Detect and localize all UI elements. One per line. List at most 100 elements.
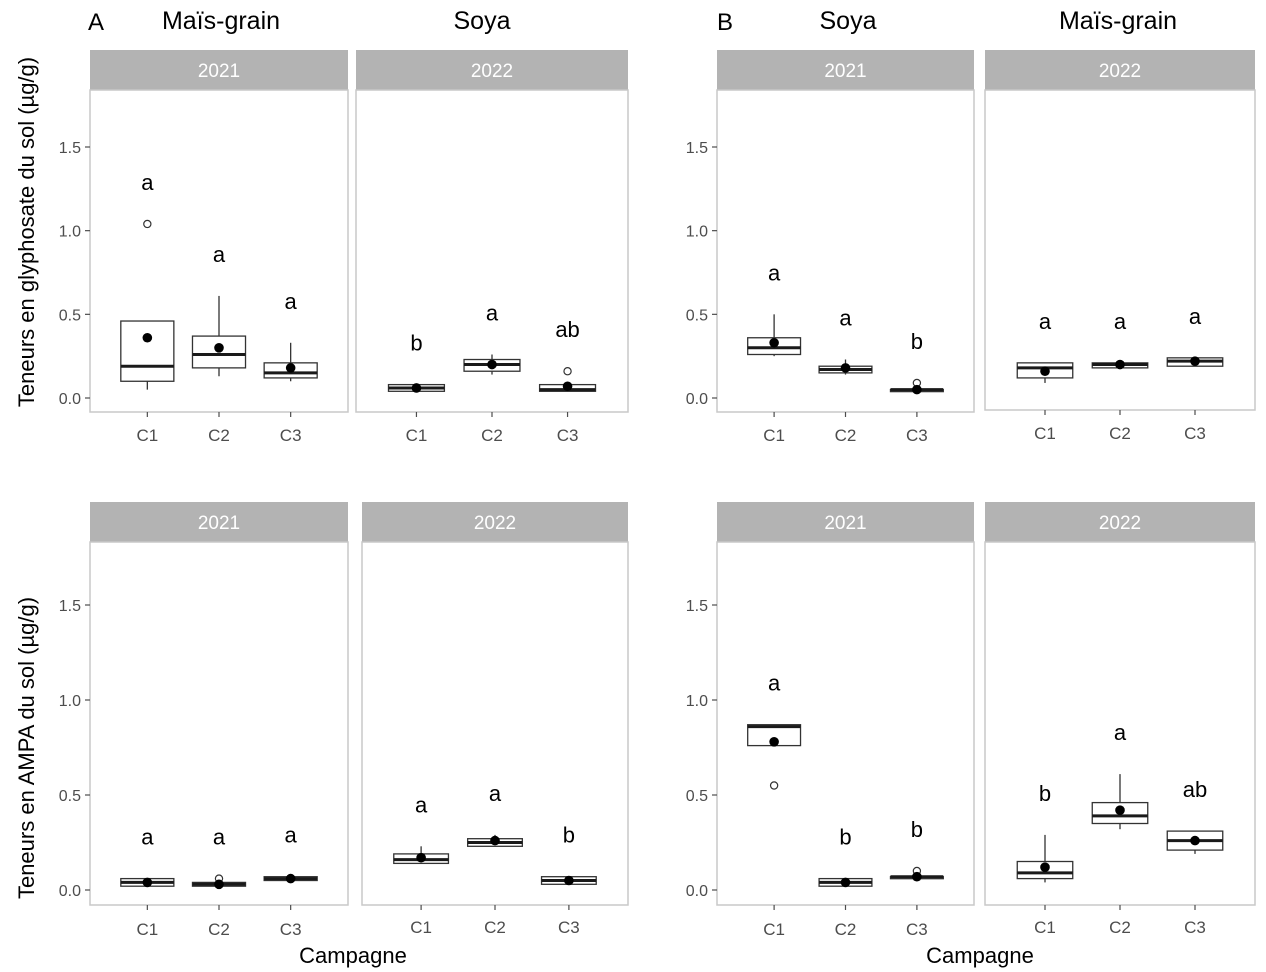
box <box>121 321 174 381</box>
x-tick-label: C1 <box>763 920 785 939</box>
y-tick-label: 0.5 <box>686 788 708 805</box>
y-tick-label: 0.0 <box>686 883 708 900</box>
significance-label: b <box>410 331 422 356</box>
mean-point <box>1190 836 1200 846</box>
significance-label: ab <box>555 317 579 342</box>
significance-label: a <box>1189 304 1202 329</box>
crop-label-b-left: Soya <box>820 7 877 35</box>
mean-point <box>487 360 497 370</box>
y-axis-title-glyphosate: Teneurs en glyphosate du sol (µg/g) <box>14 57 39 407</box>
mean-point <box>912 872 922 882</box>
x-tick-label: C3 <box>558 918 580 937</box>
crop-label-a-left: Maïs-grain <box>162 7 280 35</box>
y-tick-label: 0.5 <box>59 307 81 324</box>
significance-label: ab <box>1183 777 1207 802</box>
facet-B-AMPA-2021: 2021 0.0 0.5 1.0 1.5 C1 a C2 b C3 b <box>686 502 974 939</box>
y-tick-label: 1.0 <box>59 224 81 241</box>
mean-point <box>286 874 296 884</box>
mean-point <box>143 878 153 888</box>
x-tick-label: C1 <box>1034 918 1056 937</box>
significance-label: a <box>415 792 428 817</box>
mean-point <box>214 343 224 353</box>
x-tick-label: C2 <box>208 426 230 445</box>
mean-point <box>564 876 574 886</box>
mean-point <box>214 880 224 890</box>
significance-label: a <box>141 170 154 195</box>
significance-label: a <box>1114 309 1127 334</box>
significance-label: a <box>213 825 226 850</box>
x-tick-label: C3 <box>280 920 302 939</box>
y-tick-label: 1.0 <box>686 224 708 241</box>
mean-point <box>1040 366 1050 376</box>
crop-label-a-right: Soya <box>454 7 511 35</box>
significance-label: a <box>768 260 781 285</box>
y-tick-label: 1.5 <box>59 598 81 615</box>
mean-point <box>412 383 422 393</box>
outlier-point <box>144 220 151 227</box>
x-tick-label: C3 <box>1184 424 1206 443</box>
mean-point <box>1115 805 1125 815</box>
panel-frame <box>362 542 628 905</box>
outlier-point <box>771 782 778 789</box>
x-tick-label: C3 <box>557 426 579 445</box>
mean-point <box>769 338 779 348</box>
x-tick-label: C2 <box>835 426 857 445</box>
mean-point <box>912 385 922 395</box>
facet-panels: 20210.00.51.01.5C1aC2aC3a2022C1bC2aC3ab2… <box>59 50 1255 939</box>
significance-label: a <box>1114 720 1127 745</box>
y-tick-label: 0.0 <box>686 391 708 408</box>
mean-point <box>1040 862 1050 872</box>
facet-A-AMPA-2021: 2021 0.0 0.5 1.0 1.5 C1 a C2 a C3 a <box>59 502 348 939</box>
significance-label: b <box>911 817 923 842</box>
x-tick-label: C3 <box>906 920 928 939</box>
x-tick-label: C3 <box>280 426 302 445</box>
facet-strip-label: 2021 <box>198 61 240 82</box>
y-tick-label: 0.5 <box>59 788 81 805</box>
significance-label: a <box>1039 309 1052 334</box>
facet-strip-label: 2022 <box>471 61 513 82</box>
significance-label: b <box>1039 781 1051 806</box>
facet-strip-label: 2021 <box>198 513 240 534</box>
facet-B-AMPA-2022: 2022 C1 b C2 a C3 ab <box>985 502 1255 937</box>
x-tick-label: C1 <box>1034 424 1056 443</box>
y-tick-label: 1.5 <box>686 598 708 615</box>
facet-strip-label: 2021 <box>824 61 866 82</box>
facet-A-glyphosate-2021: 2021 0.0 0.5 1.0 1.5 C1 a C2 a C3 a <box>59 50 348 445</box>
x-tick-label: C2 <box>484 918 506 937</box>
facet-A-AMPA-2022: 2022 C1 a C2 a C3 b <box>362 502 628 937</box>
significance-label: a <box>213 242 226 267</box>
significance-label: a <box>285 823 298 848</box>
panel-letter-b: B <box>717 9 733 36</box>
x-tick-label: C2 <box>208 920 230 939</box>
y-tick-label: 1.5 <box>686 140 708 157</box>
y-tick-label: 0.5 <box>686 307 708 324</box>
significance-label: a <box>486 300 499 325</box>
facet-B-glyphosate-2021: 20210.00.51.01.5C1aC2aC3b <box>686 50 974 445</box>
significance-label: b <box>839 825 851 850</box>
x-tick-label: C1 <box>136 426 158 445</box>
x-axis-title-b: Campagne <box>926 943 1034 968</box>
significance-label: a <box>141 825 154 850</box>
y-tick-label: 0.0 <box>59 883 81 900</box>
x-tick-label: C3 <box>906 426 928 445</box>
x-axis-title-a: Campagne <box>299 943 407 968</box>
x-tick-label: C3 <box>1184 918 1206 937</box>
x-tick-label: C1 <box>410 918 432 937</box>
y-tick-label: 1.0 <box>686 693 708 710</box>
mean-point <box>841 363 851 373</box>
x-tick-label: C1 <box>763 426 785 445</box>
significance-label: a <box>768 671 781 696</box>
mean-point <box>1115 360 1125 370</box>
panel-letter-a: A <box>88 9 104 36</box>
mean-point <box>143 333 153 343</box>
mean-point <box>841 878 851 888</box>
x-tick-label: C2 <box>1109 424 1131 443</box>
x-tick-label: C2 <box>1109 918 1131 937</box>
crop-label-b-right: Maïs-grain <box>1059 7 1177 35</box>
mean-point <box>286 363 296 373</box>
mean-point <box>490 836 500 846</box>
panel-frame <box>90 542 348 905</box>
y-tick-label: 1.5 <box>59 140 81 157</box>
significance-label: b <box>563 823 575 848</box>
